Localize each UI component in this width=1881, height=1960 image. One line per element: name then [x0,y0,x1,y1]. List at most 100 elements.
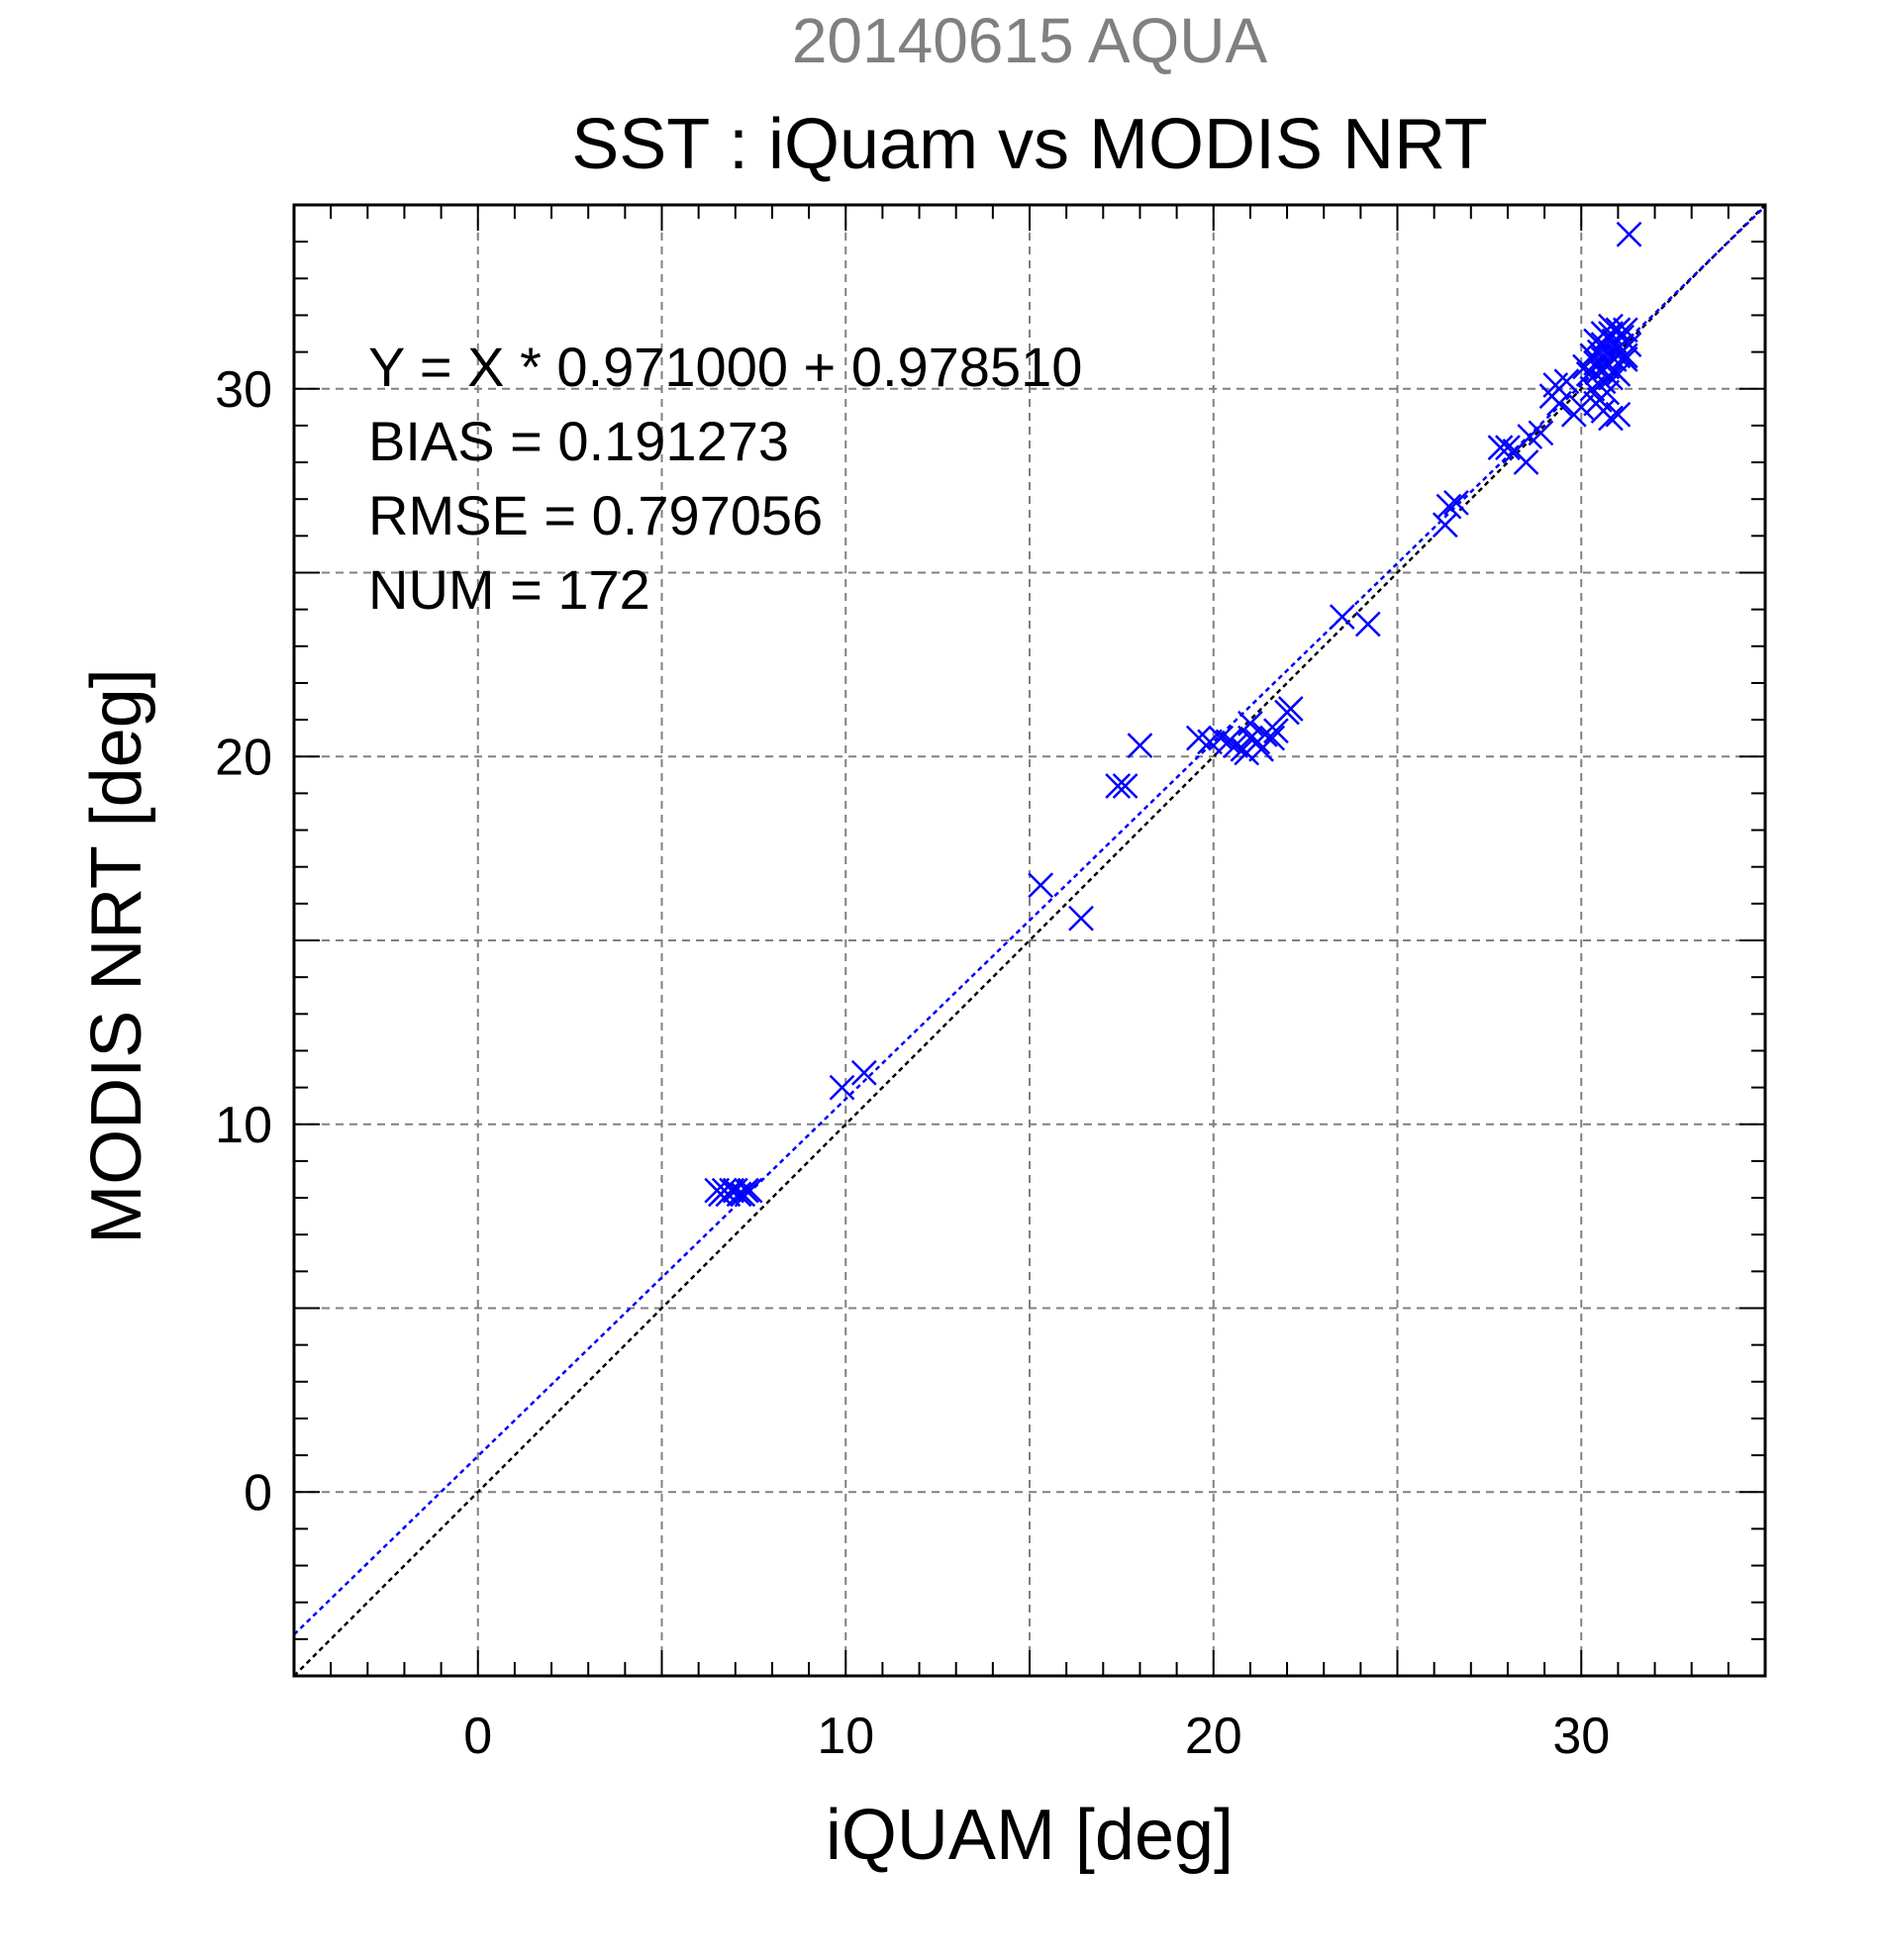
data-point [1443,490,1469,516]
data-point-stroke [1542,372,1569,398]
annotation-num: NUM = 172 [368,558,650,621]
annotation-rmse: RMSE = 0.797056 [368,484,823,546]
data-point [829,1074,855,1101]
data-point [1594,353,1621,380]
annotation-bias: BIAS = 0.191273 [368,410,789,472]
x-axis-label: iQUAM [deg] [826,1796,1234,1875]
data-point-stroke [1598,321,1624,346]
y-tick-label: 0 [244,1464,272,1521]
data-point-stroke [1112,773,1138,799]
data-point [1248,735,1274,762]
data-point [1616,221,1642,247]
data-point-stroke [1594,353,1621,380]
data-point-stroke [1208,725,1235,751]
tick-labels: 0 10 20 30 0 10 20 30 [215,361,1610,1765]
data-point-stroke [1432,512,1458,539]
data-point-stroke [1605,401,1632,428]
data-point [1528,420,1554,446]
data-point [1354,611,1381,637]
data-point-stroke [1487,435,1514,461]
data-point [850,1059,877,1086]
data-point-stroke [1513,449,1539,475]
data-point [1513,449,1539,475]
data-point [1028,872,1054,899]
data-point [1234,739,1260,766]
data-point [1208,725,1235,751]
data-point-stroke [829,1074,855,1101]
y-tick-label: 10 [215,1097,272,1154]
data-point-stroke [1277,696,1304,722]
data-point-stroke [1598,313,1624,340]
axis-ticks [293,204,1766,1677]
data-point-stroke [1616,332,1642,358]
data-point [1542,372,1569,398]
data-point-stroke [1263,718,1289,744]
data-point [1579,375,1606,402]
data-point [1277,696,1304,722]
data-point-stroke [1234,739,1260,766]
data-point [1105,773,1132,799]
data-point [1215,729,1241,755]
annotation-fit: Y = X * 0.971000 + 0.978510 [368,336,1082,398]
y-tick-label: 30 [215,361,272,419]
data-point-stroke [1579,375,1606,402]
data-point-stroke [1223,733,1248,758]
data-point-stroke [1186,725,1212,751]
data-point [1436,493,1462,520]
data-point [730,1181,756,1208]
chart-subtitle: SST : iQuam vs MODIS NRT [571,105,1488,184]
data-point [1238,710,1263,736]
x-tick-label: 10 [817,1708,874,1765]
x-tick-label: 30 [1552,1708,1610,1765]
data-point [1495,435,1521,461]
data-point-stroke [1586,387,1613,413]
x-tick-label: 0 [463,1708,492,1765]
data-point [1612,317,1638,343]
data-point-stroke [1248,735,1274,762]
data-point [1223,733,1248,758]
data-point-stroke [1443,490,1469,516]
data-point [1586,387,1613,413]
reference-lines [293,204,1766,1677]
data-point-stroke [850,1059,877,1086]
y-tick-label: 20 [215,729,272,786]
data-point-stroke [1354,611,1381,637]
data-point-stroke [1215,729,1241,755]
data-point-stroke [1612,317,1638,343]
data-point [1068,905,1094,931]
data-point-stroke [1068,905,1094,931]
fit-line [293,205,1766,1636]
data-point-stroke [1598,405,1624,432]
data-point-stroke [719,1177,744,1204]
data-point [1605,361,1632,387]
data-point-stroke [1598,364,1624,391]
data-point-stroke [1028,872,1054,899]
y-axis-label: MODIS NRT [deg] [77,668,156,1244]
data-point-stroke [1105,773,1132,799]
data-point-stroke [730,1181,756,1208]
data-point-stroke [1436,493,1462,520]
plot-frame [292,203,1767,1678]
data-point-stroke [1127,733,1153,758]
data-point [1112,773,1138,799]
data-point-stroke [1528,420,1554,446]
data-point [1605,401,1632,428]
data-point [1263,718,1289,744]
data-point [1568,394,1595,421]
data-point-stroke [1605,317,1632,343]
data-point-stroke [1568,394,1595,421]
data-point-stroke [1238,710,1263,736]
data-points [704,221,1642,1208]
data-point [737,1177,763,1204]
data-point-stroke [737,1177,763,1204]
data-point [1127,733,1153,758]
x-tick-label: 20 [1185,1708,1242,1765]
data-point [1598,313,1624,340]
grid-lines [294,205,1765,1676]
data-point [1605,317,1632,343]
data-point-stroke [1616,221,1642,247]
data-point [1487,435,1514,461]
chart-title: 20140615 AQUA [792,5,1268,76]
data-point-stroke [1605,361,1632,387]
